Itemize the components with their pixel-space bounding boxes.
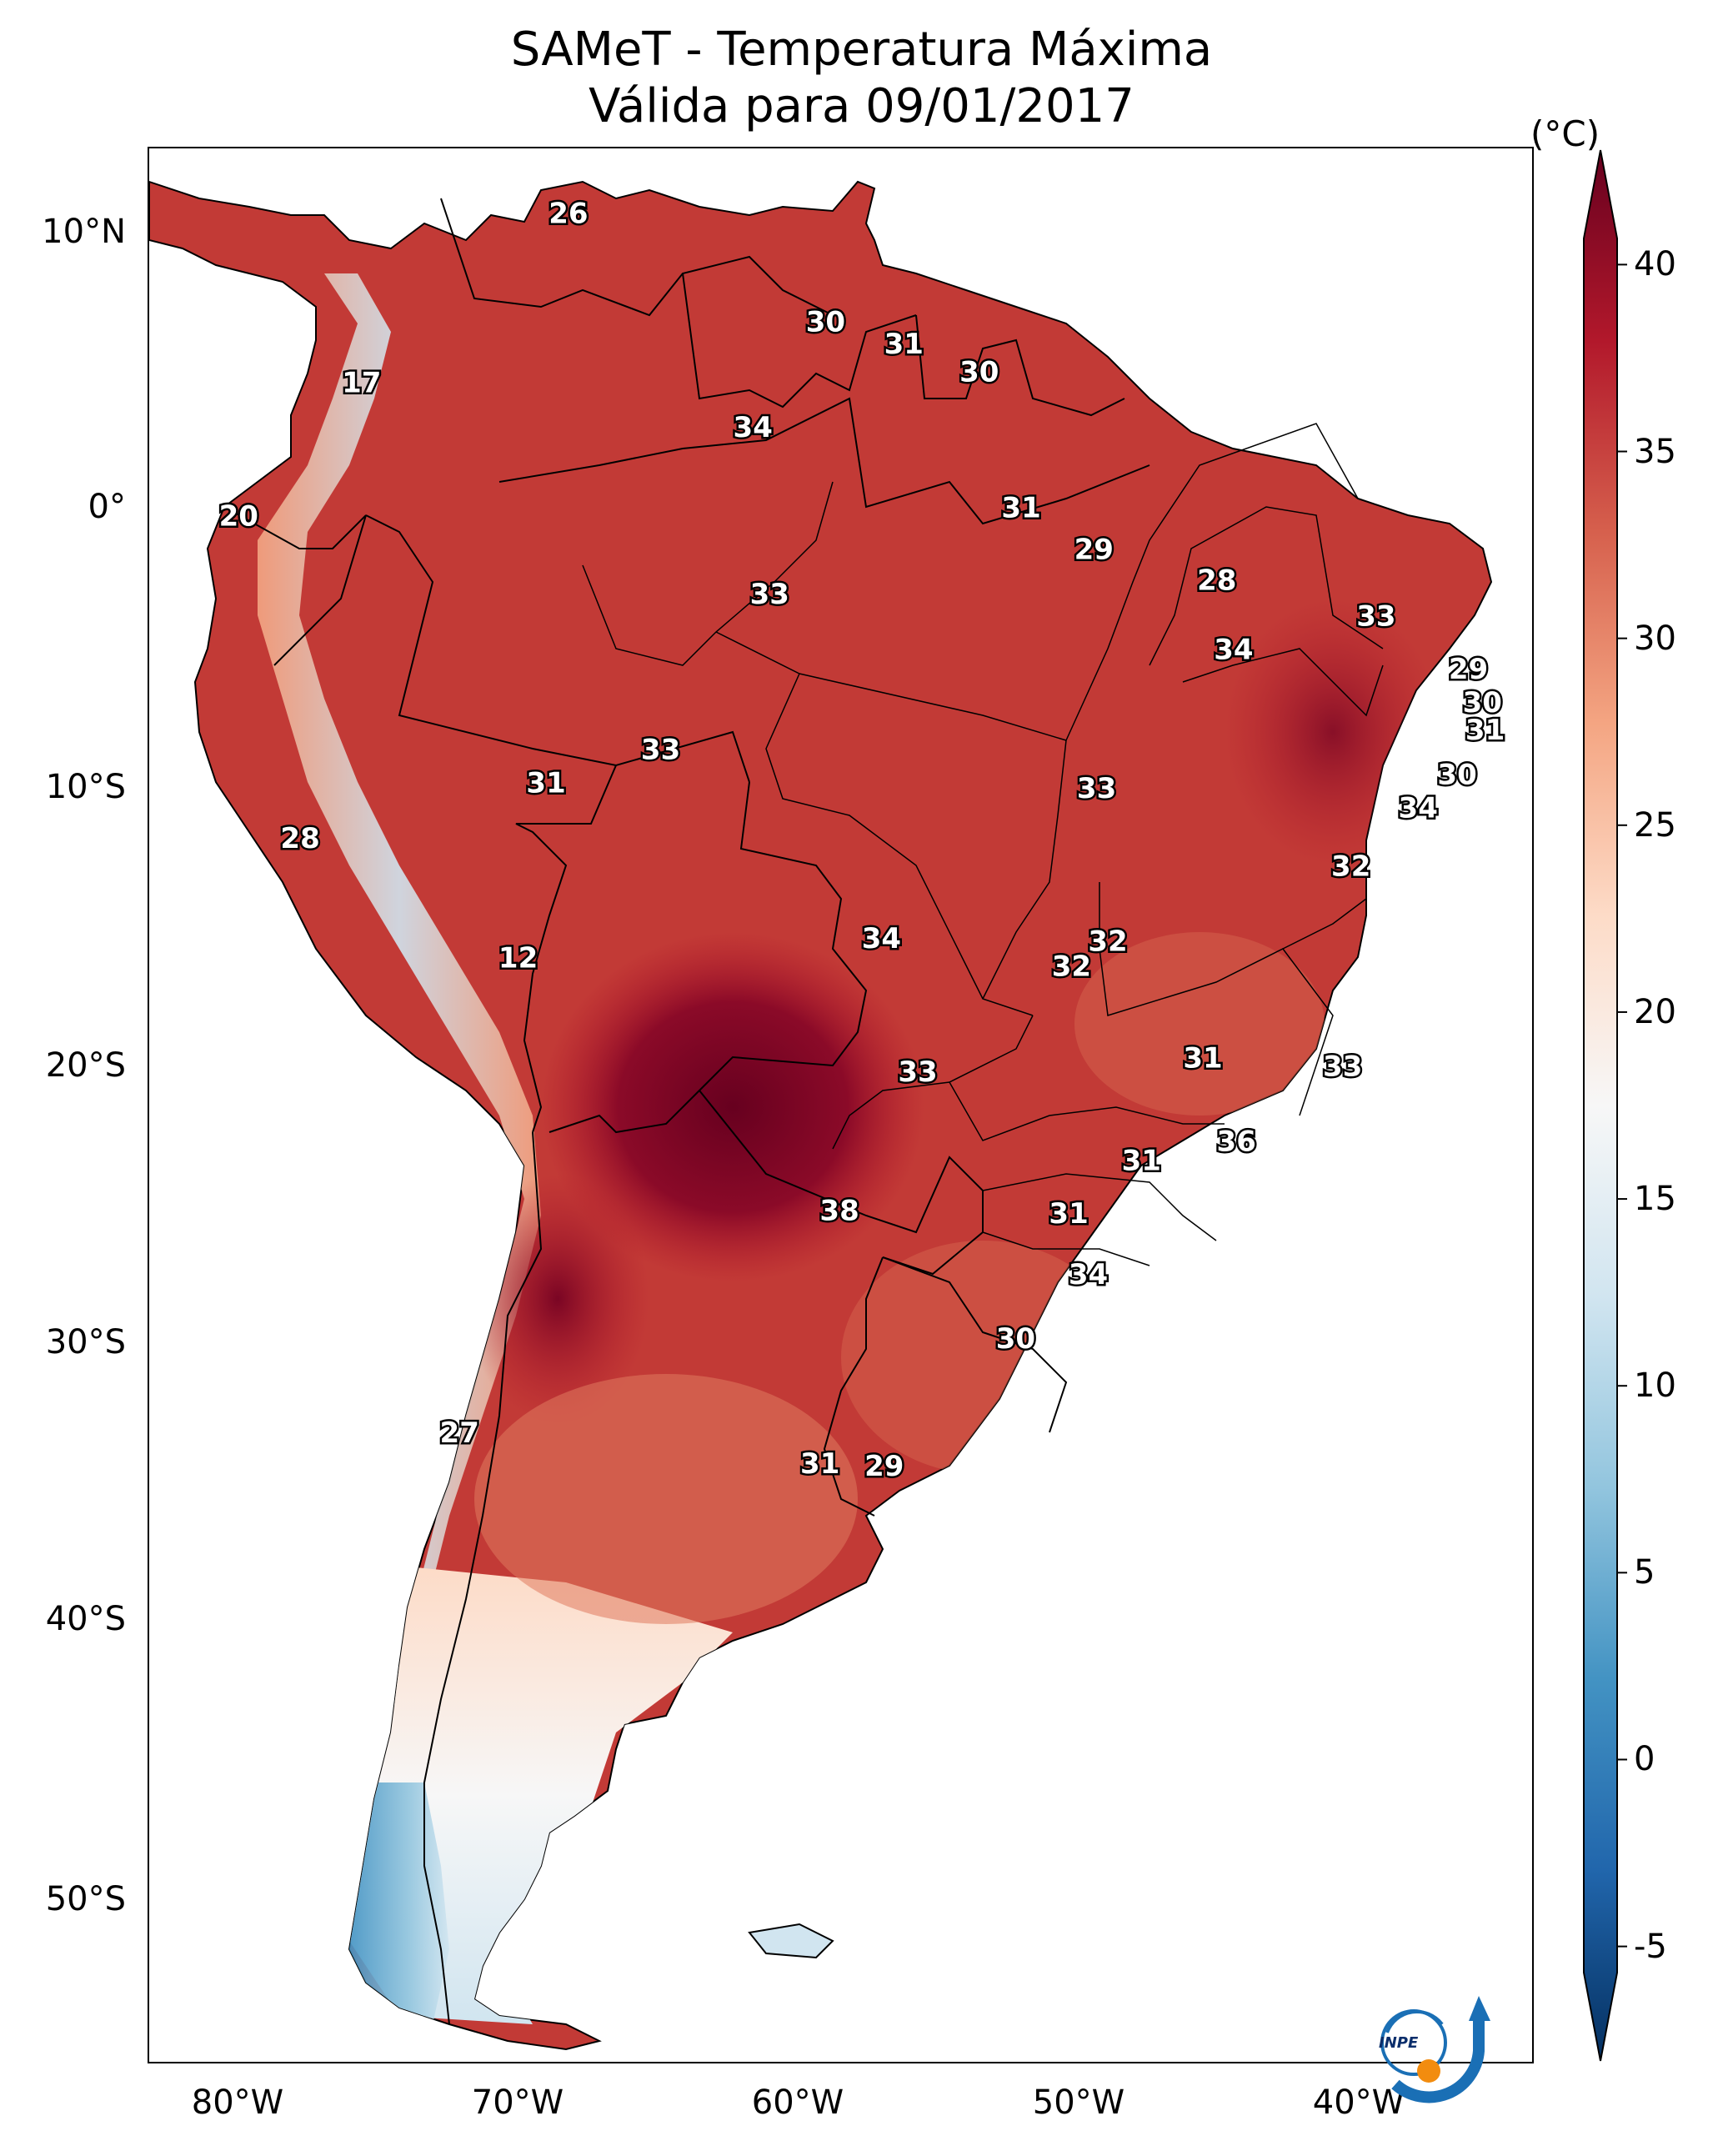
map-subtitle: Válida para 09/01/2017: [589, 79, 1134, 133]
colorbar-tick-label: 5: [1634, 1553, 1655, 1592]
temperature-label: 29: [1074, 534, 1114, 567]
lat-label-0: 0°: [88, 488, 126, 526]
temperature-label: 30: [996, 1322, 1035, 1356]
temperature-label: 34: [734, 411, 773, 444]
state-borders: [582, 423, 1384, 1266]
cooler-argentina: [474, 1374, 858, 1624]
lat-label-50s: 50°S: [45, 1880, 126, 1918]
temperature-label: 33: [1356, 600, 1395, 634]
lon-label-60w: 60°W: [751, 2083, 844, 2122]
temperature-label: 32: [1052, 950, 1091, 983]
temperature-label: 30: [959, 355, 999, 389]
map-panel: 26 17 30 31 30 34 20 31 29 33 28 33 34 29 30 31 33 31 33 30…: [148, 147, 1534, 2063]
lat-label-10s: 10°S: [45, 768, 126, 806]
falklands-shape: [748, 1923, 834, 1959]
colorbar-unit: (°C): [1530, 113, 1600, 154]
colorbar-tick-label: -5: [1634, 1927, 1667, 1966]
temperature-label: 31: [884, 328, 924, 361]
temperature-label: 29: [1449, 653, 1488, 686]
colorbar-tick-label: 15: [1634, 1180, 1676, 1219]
colorbar-tick-label: 25: [1634, 805, 1676, 845]
temperature-label: 33: [898, 1055, 937, 1089]
lon-label-70w: 70°W: [471, 2083, 564, 2122]
lon-label-50w: 50°W: [1032, 2083, 1125, 2122]
temperature-label: 34: [1399, 792, 1438, 825]
temperature-label: 30: [1463, 686, 1502, 720]
temperature-label: 31: [1183, 1041, 1222, 1075]
country-borders: [223, 198, 1150, 2025]
colorbar-tick-label: 10: [1634, 1366, 1676, 1406]
logo-text: INPE: [1379, 2034, 1419, 2052]
colorbar-tick-label: 30: [1634, 619, 1676, 658]
temperature-label: 20: [219, 500, 258, 534]
colorbar-tick-label: 20: [1634, 992, 1676, 1031]
temperature-label: 36: [1217, 1125, 1256, 1158]
temperature-label: 34: [1214, 634, 1253, 667]
colorbar-tick-label: 40: [1634, 245, 1676, 284]
temperature-label: 31: [526, 767, 565, 800]
temperature-label: 34: [862, 922, 901, 955]
lon-label-80w: 80°W: [191, 2083, 284, 2122]
temperature-label: 28: [1197, 564, 1236, 597]
lat-label-30s: 30°S: [45, 1323, 126, 1361]
temperature-label: 33: [750, 578, 789, 611]
lon-label-40w: 40°W: [1312, 2083, 1405, 2122]
colorbar-body: [1583, 149, 1618, 2062]
cooler-minas: [1074, 932, 1325, 1116]
temperature-label: 33: [641, 734, 680, 767]
colorbar-ticks: [1617, 263, 1627, 1948]
colorbar-tick-label: 0: [1634, 1740, 1655, 1779]
temperature-label: 12: [498, 941, 538, 975]
temperature-label: 26: [548, 198, 588, 231]
temperature-label: 38: [819, 1195, 859, 1228]
temperature-label: 30: [806, 305, 845, 338]
temperature-label: 31: [1122, 1145, 1161, 1178]
colorbar-tick-label: 35: [1634, 432, 1676, 471]
inpe-logo: INPE: [1379, 1996, 1490, 2103]
lat-label-20s: 20°S: [45, 1046, 126, 1085]
temperature-label: 30: [1437, 759, 1476, 792]
temperature-label: 32: [1088, 925, 1127, 958]
temperature-label: 31: [1001, 492, 1040, 525]
temperature-label: 28: [280, 822, 319, 855]
temperature-label: 17: [342, 367, 381, 400]
lat-label-40s: 40°S: [45, 1600, 126, 1638]
temperature-label: 27: [440, 1416, 479, 1450]
temperature-label: 33: [1323, 1050, 1362, 1083]
temperature-label: 34: [1069, 1258, 1108, 1291]
hot-core-northeast: [1225, 599, 1441, 865]
hot-core-chaco: [541, 932, 924, 1282]
temperature-label: 31: [1049, 1197, 1088, 1231]
map-title: SAMeT - Temperatura Máxima: [510, 23, 1213, 77]
temperature-label: 31: [800, 1447, 839, 1481]
lat-label-10n: 10°N: [42, 213, 126, 251]
temperature-label: 33: [1077, 772, 1116, 805]
temperature-label: 32: [1331, 850, 1370, 884]
colorbar: [1583, 149, 1627, 2062]
temperature-label: 29: [864, 1450, 904, 1483]
temperature-label: 31: [1465, 714, 1505, 747]
